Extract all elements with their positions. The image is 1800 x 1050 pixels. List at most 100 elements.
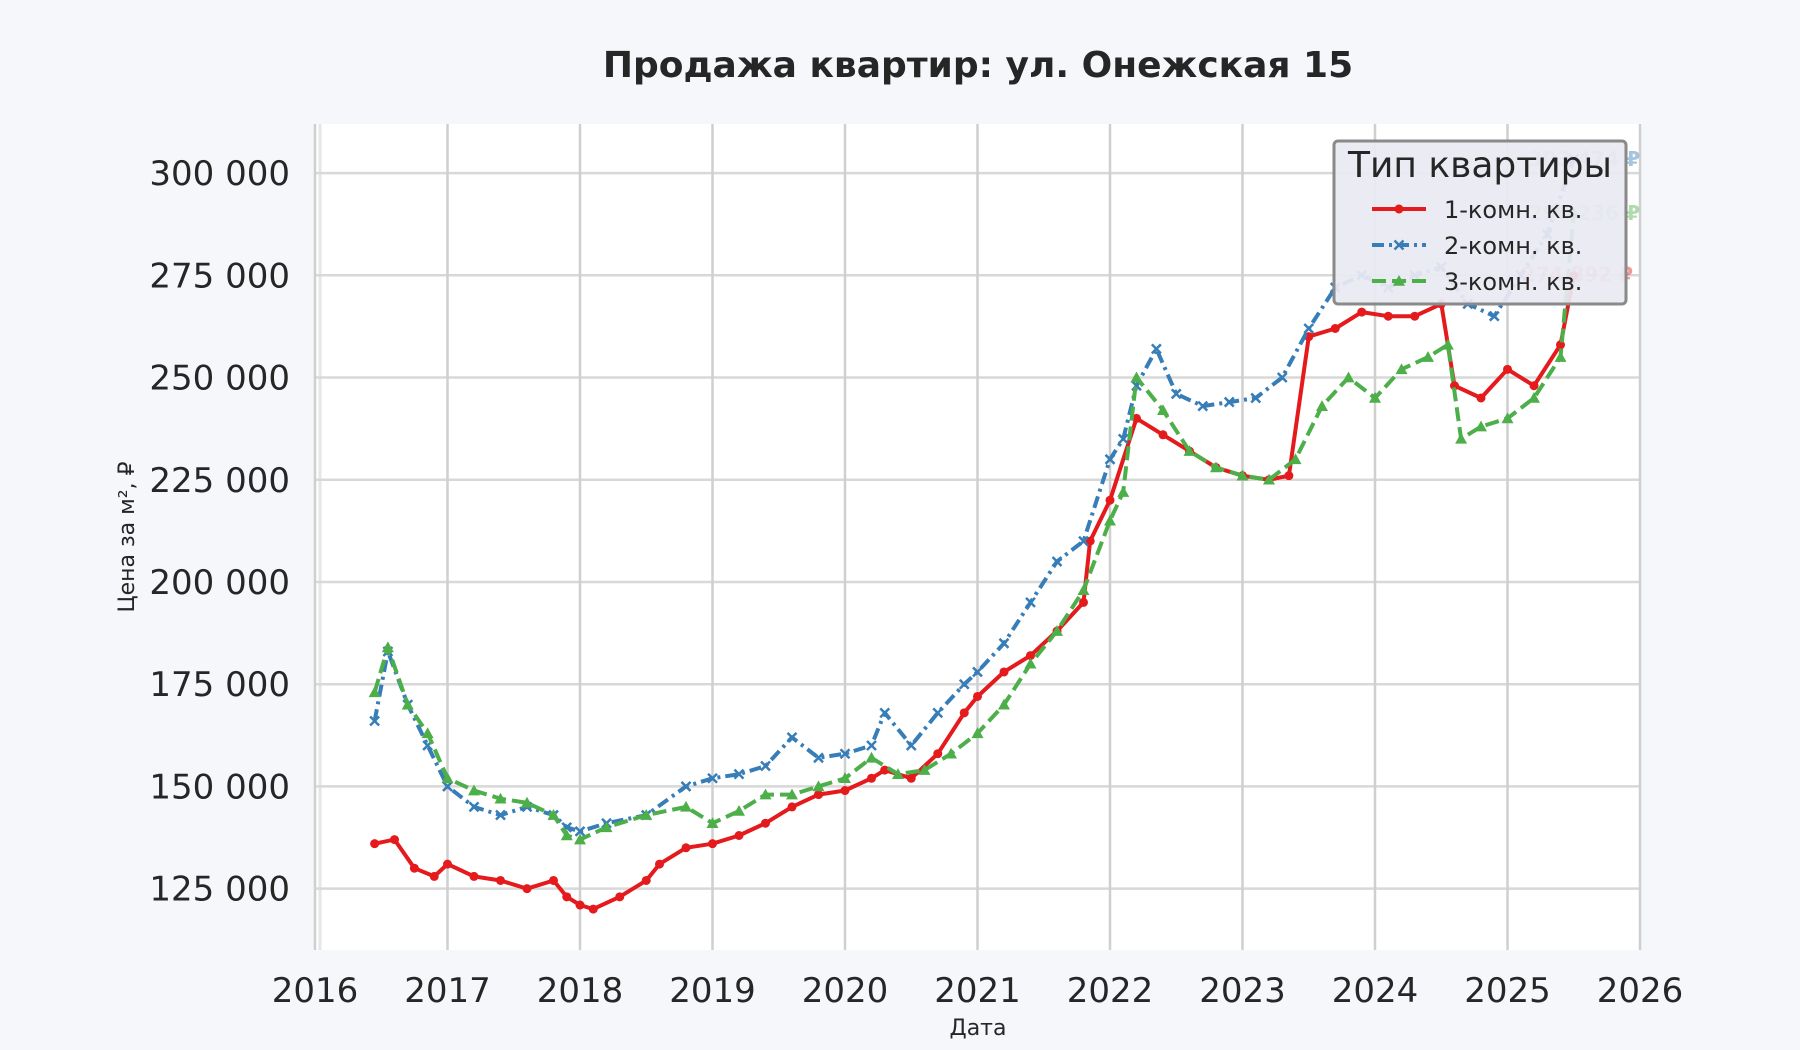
data-point [1078, 535, 1089, 547]
data-point [421, 727, 434, 739]
data-point [1488, 310, 1500, 322]
data-point [1289, 453, 1302, 465]
data-point [1369, 391, 1381, 403]
data-point [932, 707, 944, 719]
data-point [787, 802, 797, 812]
data-point [972, 666, 983, 678]
y-axis-label: Цена за м², ₽ [115, 461, 140, 612]
y-tick-label: 300 000 [149, 154, 290, 194]
data-point [1276, 372, 1288, 383]
data-point [401, 698, 414, 710]
x-tick-label: 2016 [272, 971, 359, 1011]
data-point [1342, 371, 1355, 383]
data-point [1263, 473, 1275, 485]
data-point [733, 804, 745, 816]
x-tick-label: 2018 [537, 971, 624, 1011]
data-point [468, 801, 480, 813]
data-point [1441, 338, 1454, 350]
data-point [1250, 392, 1262, 404]
data-point [760, 760, 771, 772]
legend-label: 2-комн. кв. [1444, 232, 1582, 260]
data-point [641, 875, 651, 885]
legend-marker [1393, 275, 1405, 286]
data-point [429, 871, 439, 881]
data-point [933, 749, 943, 759]
legend-title: Тип квартиры [1347, 145, 1612, 186]
legend-label: 3-комн. кв. [1444, 268, 1582, 296]
data-point [441, 772, 454, 784]
data-point [381, 641, 394, 653]
data-point [1158, 430, 1168, 440]
data-point [368, 686, 381, 698]
data-point [496, 875, 505, 885]
data-point [959, 708, 969, 718]
data-point [521, 796, 533, 808]
data-point [1150, 343, 1162, 355]
data-point [812, 780, 825, 792]
data-point [1528, 391, 1540, 403]
data-point [1556, 340, 1565, 350]
y-tick-label: 125 000 [149, 870, 290, 910]
data-point [1529, 381, 1539, 391]
data-point [1395, 363, 1408, 375]
data-point [1157, 404, 1169, 416]
data-point [1025, 597, 1036, 608]
legend-marker [1394, 204, 1404, 214]
legend-items: 1-комн. кв. 2-комн. кв. 3-комн. кв. [1372, 196, 1582, 296]
data-point [469, 871, 479, 881]
data-point [1501, 412, 1514, 424]
x-tick-label: 2025 [1464, 971, 1551, 1011]
data-point [1051, 625, 1063, 636]
data-point [588, 904, 598, 914]
data-point [1132, 413, 1141, 423]
data-point [999, 667, 1009, 677]
data-point [998, 698, 1010, 710]
data-point [1077, 584, 1090, 595]
data-point [839, 748, 851, 760]
data-point [1223, 396, 1235, 408]
y-tick-label: 250 000 [149, 359, 290, 399]
legend-item: 2-комн. кв. [1372, 232, 1582, 260]
x-tick-label: 2026 [1597, 971, 1684, 1011]
x-tick-label: 2024 [1332, 971, 1419, 1011]
data-point [706, 817, 719, 829]
legend-item: 3-комн. кв. [1372, 268, 1582, 296]
data-point [1210, 461, 1222, 473]
data-point [522, 884, 532, 894]
y-tick-label: 275 000 [149, 256, 290, 296]
data-point [1197, 400, 1209, 412]
data-point [549, 875, 558, 885]
data-point [1170, 388, 1182, 400]
data-point [574, 833, 586, 845]
data-point [865, 751, 878, 763]
x-axis-label: Дата [950, 1016, 1007, 1041]
data-point [1130, 371, 1143, 383]
data-point [680, 781, 692, 792]
data-point [443, 859, 452, 869]
data-point [494, 792, 507, 804]
data-point [1476, 393, 1486, 403]
legend-item: 1-комн. кв. [1372, 196, 1582, 224]
data-point [1284, 471, 1294, 481]
y-tick-label: 150 000 [149, 767, 290, 807]
data-point [681, 843, 691, 853]
data-point [708, 839, 717, 849]
data-point [600, 821, 613, 833]
x-tick-label: 2022 [1067, 971, 1154, 1011]
legend-label: 1-комн. кв. [1444, 196, 1582, 224]
x-tick-label: 2021 [934, 971, 1021, 1011]
y-tick-label: 200 000 [149, 563, 290, 603]
data-point [1422, 351, 1434, 362]
data-point [1024, 657, 1037, 669]
data-point [1051, 556, 1063, 567]
data-point [575, 900, 585, 910]
x-axis-ticks: 2016 2017 2018 2019 2020 2021 2022 2023 2024 2025… [272, 971, 1684, 1011]
y-tick-label: 175 000 [149, 665, 290, 705]
series-line [372, 158, 1576, 834]
data-point [1236, 469, 1249, 481]
series-3 [368, 206, 1580, 845]
data-point [680, 800, 692, 812]
x-tick-label: 2023 [1199, 971, 1286, 1011]
data-point [1117, 486, 1130, 497]
